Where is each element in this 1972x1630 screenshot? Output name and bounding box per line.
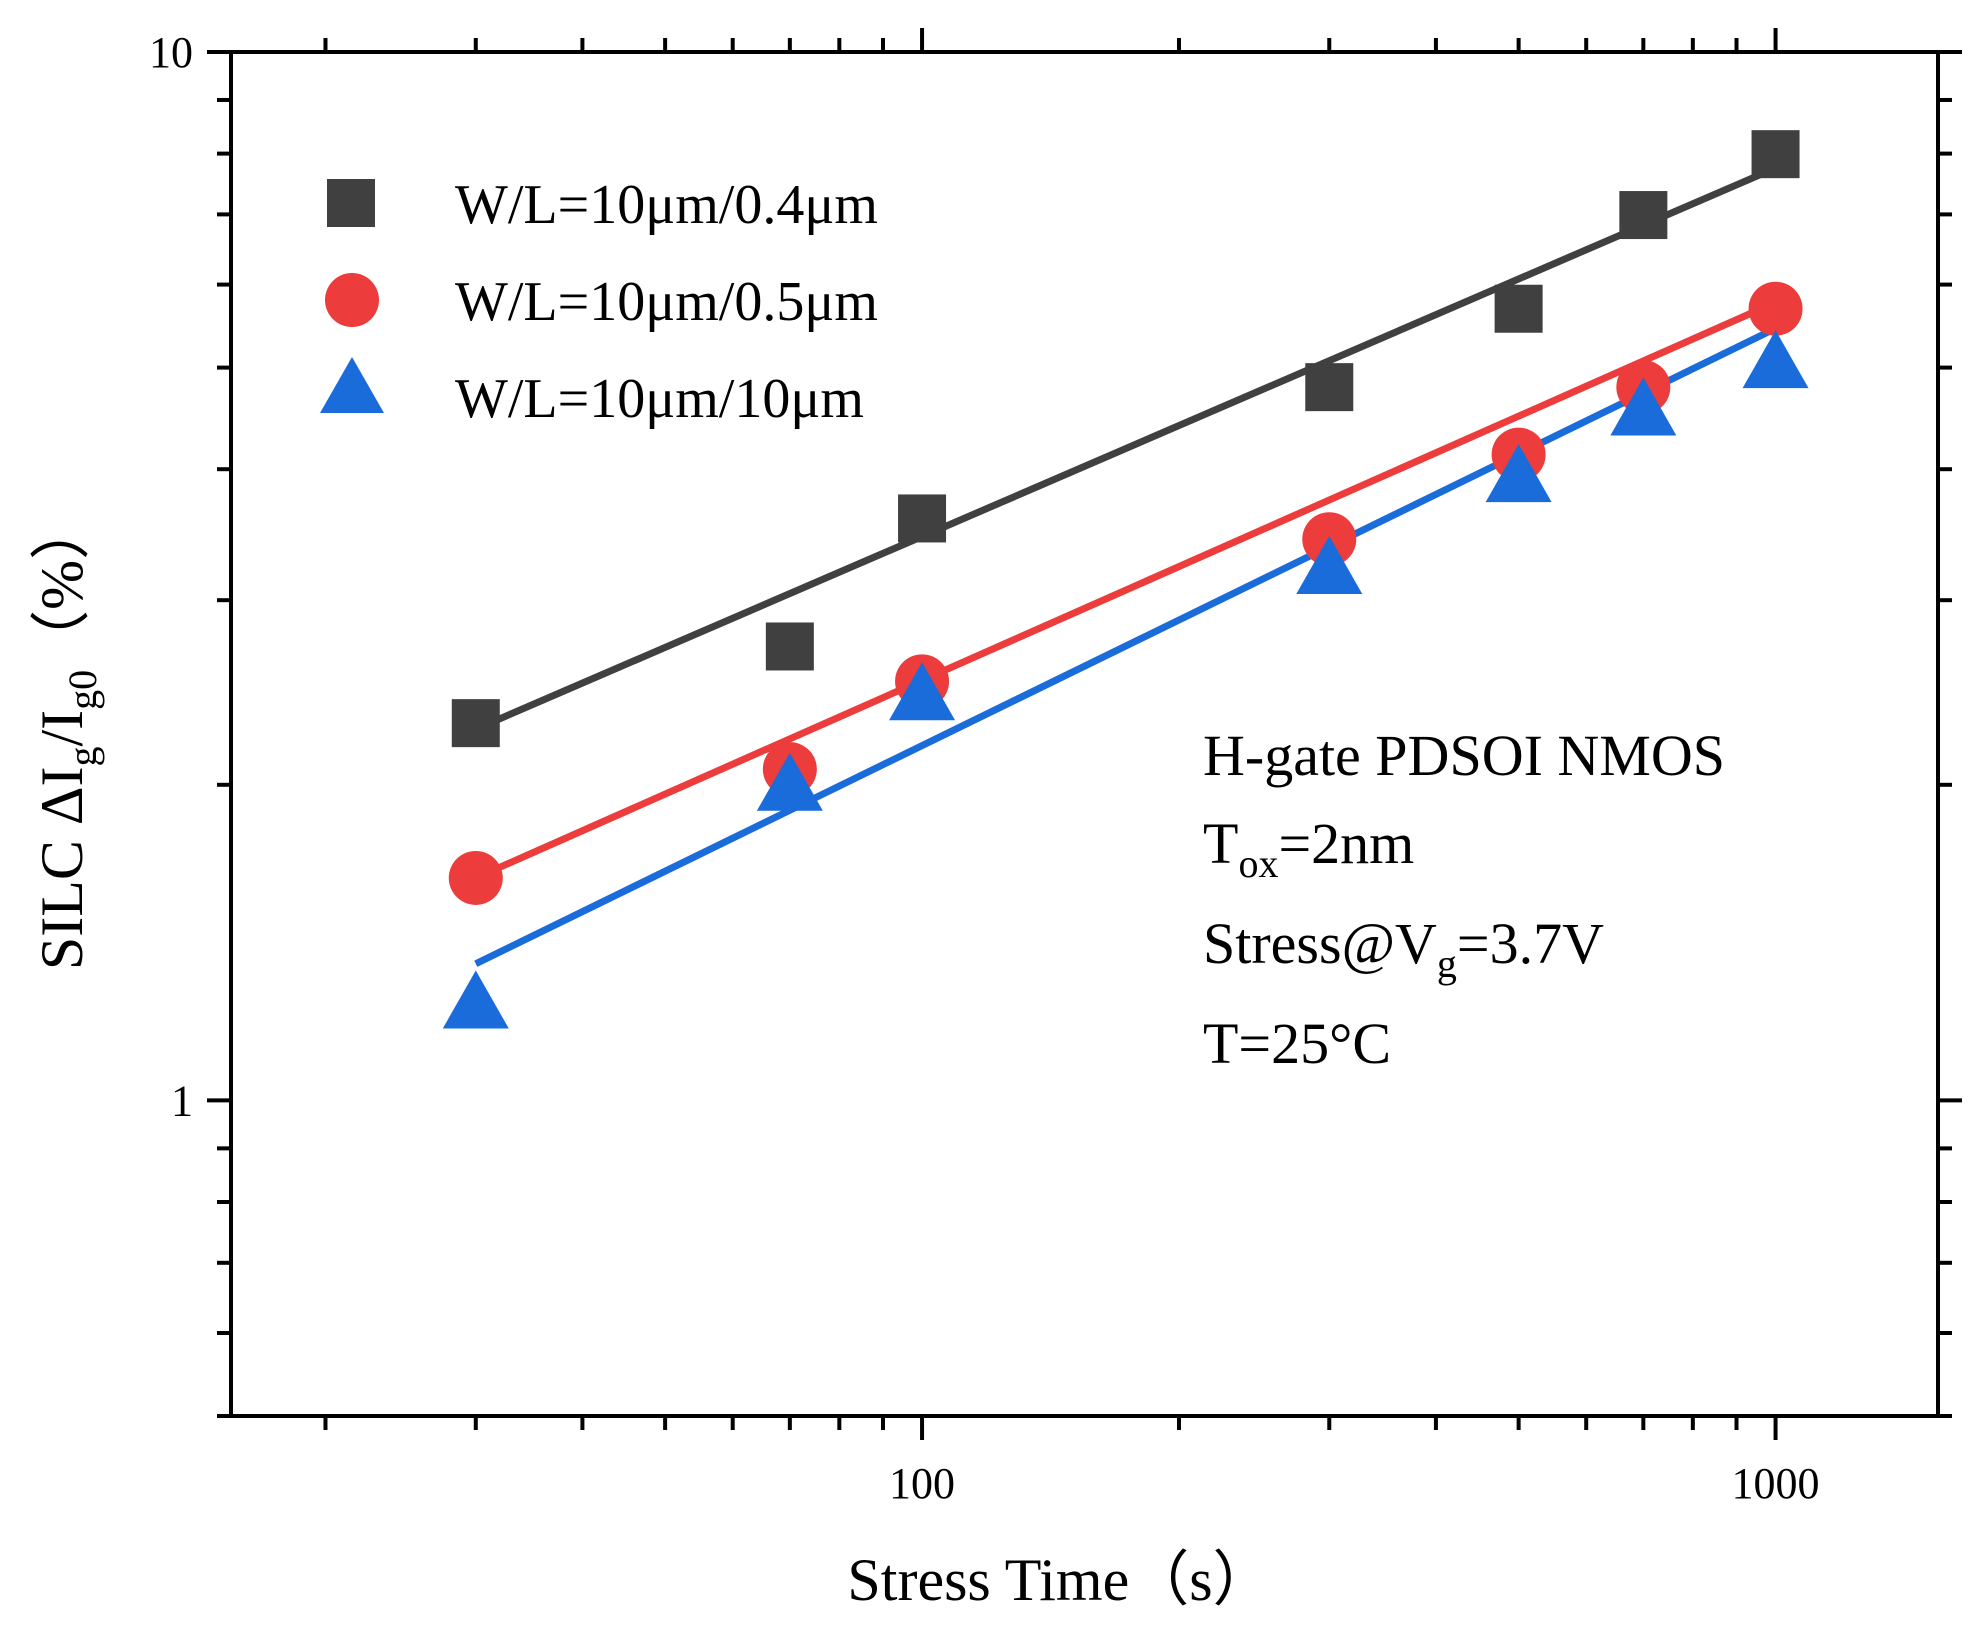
data-point-square: [1751, 130, 1800, 179]
data-point-square: [1305, 363, 1354, 412]
data-point-circle: [448, 850, 503, 905]
data-point-circle: [1748, 281, 1803, 336]
conditions-annotation: H-gate PDSOI NMOS Tox=2nm Stress@Vg=3.7V…: [1203, 723, 1725, 1076]
data-point-triangle: [1296, 535, 1363, 594]
data-point-triangle: [1610, 377, 1677, 436]
x-tick-label: 100: [889, 1459, 955, 1508]
legend-marker-square: [327, 179, 375, 227]
fit-line: [474, 164, 1777, 733]
fit-line: [474, 299, 1777, 882]
plot-frame: [229, 50, 1940, 1418]
annotation-device: H-gate PDSOI NMOS: [1203, 723, 1725, 788]
data-markers: [442, 130, 1809, 1029]
annotation-tox: Tox=2nm: [1203, 811, 1414, 886]
annotation-temperature: T=25°C: [1203, 1011, 1391, 1076]
legend: W/L=10μm/0.4μm W/L=10μm/0.5μm W/L=10μm/1…: [320, 174, 878, 430]
annotation-stress: Stress@Vg=3.7V: [1203, 911, 1604, 986]
x-axis-ticks: 100 1000: [323, 28, 1820, 1508]
data-point-square: [898, 494, 947, 543]
legend-label-series-1: W/L=10μm/0.4μm: [455, 174, 878, 236]
fit-line: [474, 325, 1778, 967]
y-tick-label: 10: [149, 28, 193, 77]
legend-label-series-2: W/L=10μm/0.5μm: [455, 271, 878, 333]
data-point-triangle: [442, 970, 509, 1029]
data-point-square: [451, 699, 500, 748]
data-point-square: [1619, 191, 1668, 240]
data-point-square: [1494, 284, 1543, 333]
fit-lines: [474, 164, 1778, 967]
y-tick-label: 1: [171, 1076, 193, 1125]
data-point-triangle: [889, 662, 956, 721]
data-point-triangle: [1485, 444, 1552, 503]
legend-marker-circle: [325, 273, 379, 327]
data-point-triangle: [756, 752, 823, 811]
x-axis-title: Stress Time（s）: [847, 1547, 1272, 1613]
legend-label-series-3: W/L=10μm/10μm: [455, 368, 864, 430]
data-point-triangle: [1742, 330, 1809, 389]
legend-marker-triangle: [320, 357, 384, 413]
data-point-square: [765, 622, 814, 671]
x-tick-label: 1000: [1732, 1459, 1820, 1508]
y-axis-title: SILC ΔIg/Ig0（%）: [29, 500, 105, 970]
y-axis-ticks: 1 10: [149, 28, 1962, 1418]
